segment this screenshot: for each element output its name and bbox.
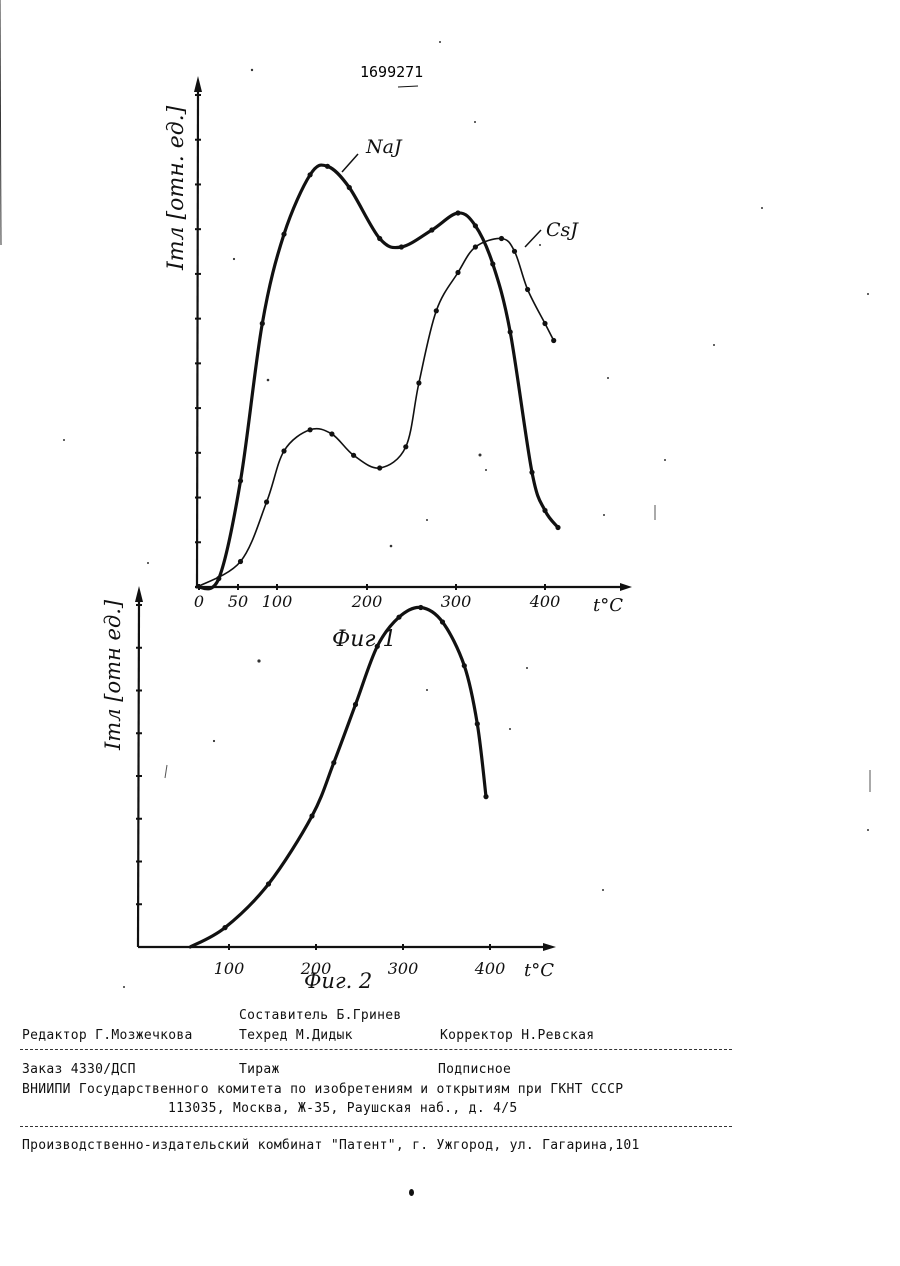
fig1-csj-point <box>403 444 408 449</box>
figures-canvas: 1699271 0 50 100 200 300 400 Iтл [отн. ед.] t… <box>0 0 900 1010</box>
fig1-x-axis-label: t°C <box>593 595 623 616</box>
colophon-order: Заказ 4330/ДСП <box>22 1062 136 1077</box>
fig1-naj-point <box>377 236 382 241</box>
fig1-x-tick-label: 400 <box>529 592 561 611</box>
colophon-plant: Производственно-издательский комбинат "П… <box>22 1138 640 1153</box>
fig1-csj-point <box>542 321 547 326</box>
figure-1: 050100200300400 Iтл [отн. ед.] t°C Фиг 1… <box>164 76 632 652</box>
fig1-csj-point <box>264 499 269 504</box>
fig2-y-axis-label: Iтл [отн ед.] <box>101 599 125 751</box>
fig2-x-tick-label: 300 <box>388 959 419 978</box>
fig1-y-axis-arrow-icon <box>194 76 202 92</box>
fig2-curve-point <box>396 615 401 620</box>
fig1-x-tick-label: 200 <box>351 592 383 611</box>
fig2-curve-point <box>353 702 358 707</box>
fig1-x-axis-arrow-icon <box>620 583 632 591</box>
fig2-curve-point <box>309 813 314 818</box>
fig1-csj-point <box>455 270 460 275</box>
fig2-curve-point <box>266 881 271 886</box>
colophon-podpisnoe: Подписное <box>438 1062 511 1077</box>
fig2-curve-point <box>222 925 227 930</box>
fig1-x-tick-label: 300 <box>441 592 472 611</box>
csj-leader-line <box>525 230 541 247</box>
fig2-curve-point <box>475 721 480 726</box>
fig1-naj-point <box>325 164 330 169</box>
fig1-naj-point <box>347 185 352 190</box>
fig1-naj-point <box>473 223 478 228</box>
fig1-naj-point <box>238 478 243 483</box>
fig2-y-axis <box>138 600 139 947</box>
fig1-csj-point <box>512 249 517 254</box>
patent-number: 1699271 <box>360 63 423 81</box>
fig2-curve-line <box>190 607 486 947</box>
scan-specks <box>0 0 870 988</box>
fig1-x-tick-label: 50 <box>228 592 248 611</box>
fig1-y-axis <box>197 90 198 587</box>
fig1-csj-point <box>499 236 504 241</box>
fig1-csj-point <box>473 244 478 249</box>
colophon-divider-2 <box>20 1126 732 1127</box>
naj-label: NaJ <box>365 136 403 158</box>
fig1-naj-line <box>197 165 558 589</box>
colophon-divider-1 <box>20 1049 732 1050</box>
fig1-x-tick-label: 0 <box>194 592 204 611</box>
fig2-curve-point <box>483 794 488 799</box>
colophon-corrector: Корректор Н.Ревская <box>440 1028 594 1043</box>
number-underline <box>398 86 418 87</box>
fig2-caption: Фиг. 2 <box>304 969 372 993</box>
fig2-curve-point <box>375 644 380 649</box>
fig1-csj-point <box>551 338 556 343</box>
fig2-curve-point <box>331 760 336 765</box>
fig2-x-tick-label: 400 <box>474 959 506 978</box>
fig1-y-axis-label: Iтл [отн. ед.] <box>164 105 189 271</box>
fig1-csj-point <box>351 453 356 458</box>
fig1-naj-point <box>260 321 265 326</box>
csj-label: CsJ <box>546 219 579 241</box>
fig1-naj-point <box>308 172 313 177</box>
fig2-curve-point <box>418 605 423 610</box>
scan-dot <box>409 1189 414 1196</box>
fig1-csj-point <box>416 380 421 385</box>
fig1-naj-point <box>399 244 404 249</box>
fig1-naj-point <box>542 508 547 513</box>
colophon-editor: Редактор Г.Мозжечкова <box>22 1028 193 1043</box>
fig1-csj-point <box>308 427 313 432</box>
colophon-compiler: Составитель Б.Гринев <box>239 1008 402 1023</box>
fig1-x-tick-label: 100 <box>262 592 293 611</box>
fig2-x-tick-label: 100 <box>214 959 245 978</box>
fig1-naj-point <box>490 261 495 266</box>
colophon-tirazh: Тираж <box>239 1062 280 1077</box>
fig1-csj-point <box>377 465 382 470</box>
fig2-series-group <box>190 605 488 947</box>
figure-2: 100 200 300 400 Iтл [отн ед.] t°C Фиг. 2 <box>101 586 556 993</box>
fig1-series-group <box>197 164 561 589</box>
naj-leader-line <box>342 154 358 172</box>
colophon-vniipi: ВНИИПИ Государственного комитета по изоб… <box>22 1082 623 1097</box>
fig2-curve-point <box>440 619 445 624</box>
fig2-curve-point <box>462 663 467 668</box>
fig1-naj-point <box>555 525 560 530</box>
fig1-csj-point <box>238 559 243 564</box>
fig1-naj-point <box>508 329 513 334</box>
fig1-csj-point <box>329 431 334 436</box>
fig2-x-axis-label: t°C <box>524 960 554 981</box>
fig1-naj-point <box>281 232 286 237</box>
fig1-naj-point <box>455 210 460 215</box>
fig1-csj-point <box>525 287 530 292</box>
fig1-csj-point <box>281 448 286 453</box>
fig1-naj-point <box>429 227 434 232</box>
fig2-y-axis-arrow-icon <box>135 586 143 602</box>
fig1-csj-point <box>434 308 439 313</box>
colophon-techred: Техред М.Дидык <box>239 1028 353 1043</box>
fig1-naj-point <box>529 470 534 475</box>
fig2-x-axis-arrow-icon <box>543 943 556 951</box>
colophon-address: 113035, Москва, Ж-35, Раушская наб., д. … <box>168 1101 517 1116</box>
